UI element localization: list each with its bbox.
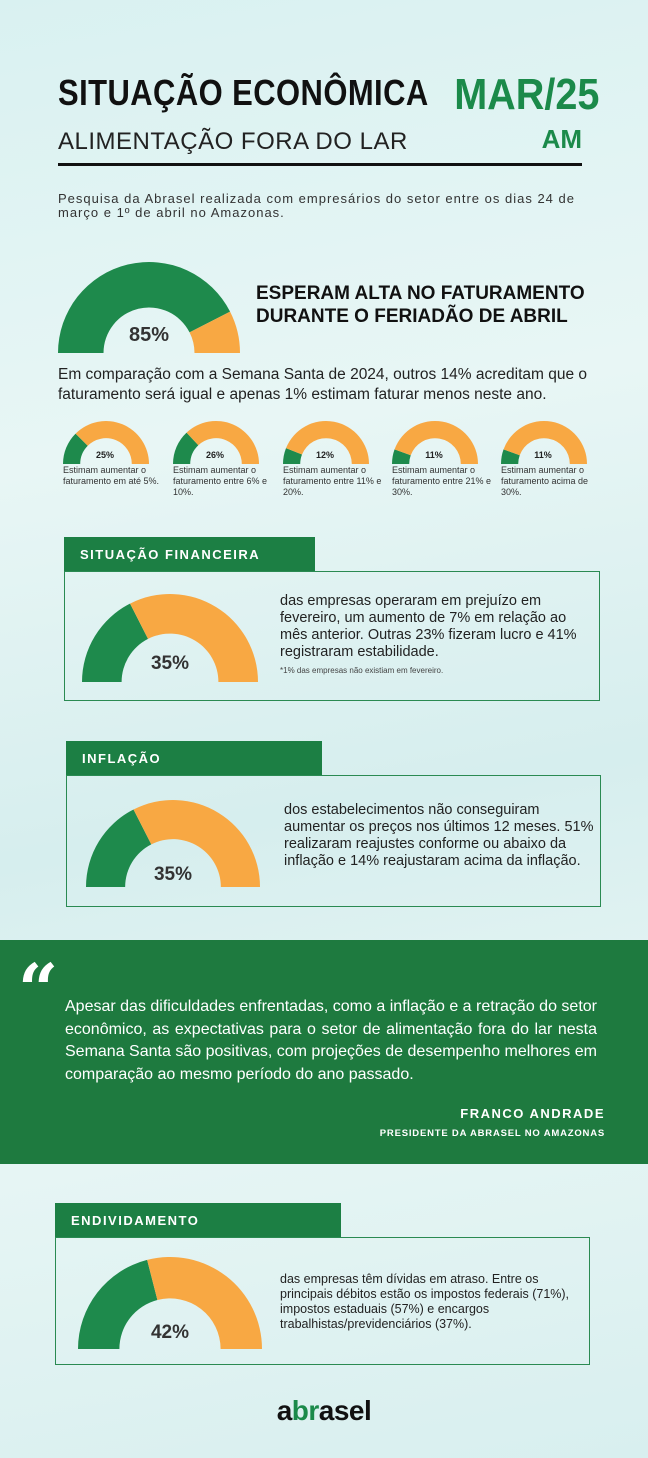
small-gauge-text: Estimam aumentar o faturamento entre 21%… [392,465,492,497]
report-state: AM [541,124,582,154]
inflacao-gauge [86,795,260,892]
main-heading: ESPERAM ALTA NO FATURAMENTO DURANTE O FE… [256,283,585,327]
main-gauge-svg [58,262,240,353]
small-gauge: 11% Estimam aumentar o faturamento acima… [501,420,601,497]
small-gauge: 11% Estimam aumentar o faturamento entre… [392,420,492,497]
small-gauge: 25% Estimam aumentar o faturamento em at… [63,420,163,486]
small-gauge: 26% Estimam aumentar o faturamento entre… [173,420,273,497]
financeira-text: das empresas operaram em prejuízo em fev… [280,593,577,660]
small-gauge-text: Estimam aumentar o faturamento entre 6% … [173,465,268,497]
main-gauge-value: 85% [128,324,170,346]
endividamento-label: ENDIVIDAMENTO [55,1203,341,1237]
page-subtitle: ALIMENTAÇÃO FORA DO LAR [58,128,408,155]
small-gauge: 12% Estimam aumentar o faturamento entre… [283,420,383,497]
endividamento-gauge-value: 42% [150,1322,190,1343]
intro-text: Pesquisa da Abrasel realizada com empres… [58,191,575,220]
small-gauge-text: Estimam aumentar o faturamento entre 11%… [283,465,382,497]
gauge-background-arc [58,262,231,353]
small-gauge-value: 12% [315,450,334,460]
small-gauge-value: 25% [95,450,114,460]
quote-band [0,940,648,1164]
financeira-label: SITUAÇÃO FINANCEIRA [64,537,315,571]
small-gauge-value: 26% [205,450,224,460]
gauge-fill-arc [189,311,240,353]
financeira-gauge-value: 35% [150,653,190,674]
quote-author-role: PRESIDENTE DA ABRASEL NO AMAZONAS [379,1128,605,1139]
quote-mark-icon: “ [18,948,59,1031]
abrasel-logo: abrasel [276,1395,372,1426]
inflacao-text: dos estabelecimentos não conseguiram aum… [284,802,594,869]
inflacao-label: INFLAÇÃO [66,741,322,775]
endividamento-gauge [72,1257,268,1354]
quote-author-name: FRANCO ANDRADE [460,1106,605,1121]
quote-text: Apesar das dificuldades enfrentadas, com… [65,998,597,1083]
main-text: Em comparação com a Semana Santa de 2024… [58,366,588,403]
report-date: MAR/25 [454,70,600,119]
header-divider [58,163,582,166]
small-gauge-text: Estimam aumentar o faturamento em até 5%… [63,465,160,486]
endividamento-box [55,1237,590,1365]
small-gauge-value: 11% [425,450,443,460]
main-gauge: 85% [58,258,240,358]
small-gauge-text: Estimam aumentar o faturamento acima de … [501,465,589,497]
inflacao-box [66,775,601,907]
financeira-box [64,571,600,701]
inflacao-gauge-value: 35% [153,864,193,885]
financeira-footnote: *1% das empresas não existiam em feverei… [280,666,444,675]
endividamento-text: das empresas têm dívidas em atraso. Entr… [280,1272,570,1331]
financeira-gauge [82,590,258,687]
small-gauge-value: 11% [534,450,552,460]
page-title: SITUAÇÃO ECONÔMICA [58,72,429,113]
